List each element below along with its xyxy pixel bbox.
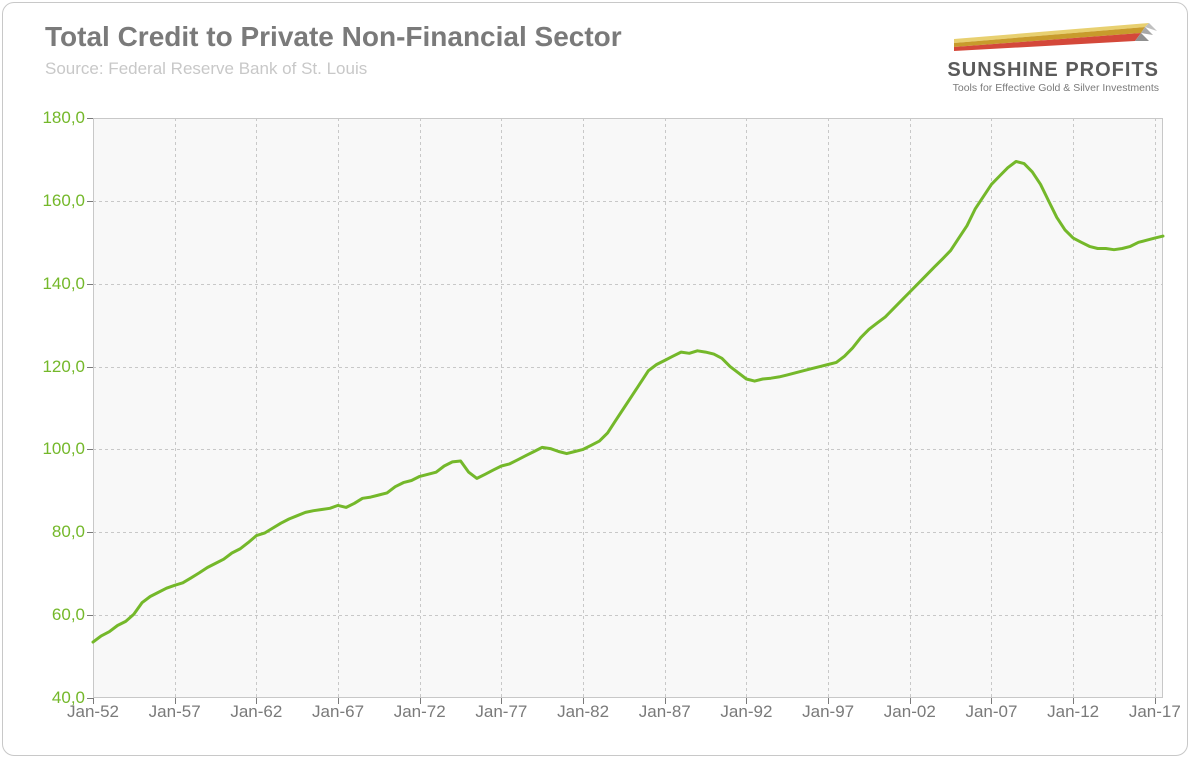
- xtick-label: Jan-87: [639, 702, 691, 722]
- ytick-mark: [87, 284, 93, 285]
- xtick-label: Jan-52: [67, 702, 119, 722]
- line-series-svg: [93, 118, 1163, 698]
- xtick-mark: [910, 698, 911, 704]
- xtick-mark: [93, 698, 94, 704]
- ytick-label: 160,0: [25, 191, 85, 211]
- brand-logo: SUNSHINE PROFITS Tools for Effective Gol…: [899, 23, 1159, 93]
- xtick-mark: [175, 698, 176, 704]
- ytick-label: 100,0: [25, 439, 85, 459]
- xtick-label: Jan-82: [557, 702, 609, 722]
- ytick-mark: [87, 532, 93, 533]
- xtick-label: Jan-92: [720, 702, 772, 722]
- xtick-label: Jan-97: [802, 702, 854, 722]
- xtick-mark: [746, 698, 747, 704]
- chart-card: Total Credit to Private Non-Financial Se…: [2, 2, 1188, 756]
- xtick-label: Jan-02: [884, 702, 936, 722]
- xtick-mark: [1073, 698, 1074, 704]
- xtick-label: Jan-07: [965, 702, 1017, 722]
- xtick-label: Jan-62: [230, 702, 282, 722]
- xtick-mark: [828, 698, 829, 704]
- credit-series-line: [93, 162, 1163, 643]
- logo-tagline: Tools for Effective Gold & Silver Invest…: [899, 82, 1159, 94]
- ytick-label: 120,0: [25, 357, 85, 377]
- xtick-mark: [1155, 698, 1156, 704]
- plot-area: 40,060,080,0100,0120,0140,0160,0180,0 Ja…: [93, 118, 1163, 698]
- ytick-mark: [87, 449, 93, 450]
- xtick-mark: [256, 698, 257, 704]
- xtick-mark: [665, 698, 666, 704]
- ytick-label: 140,0: [25, 274, 85, 294]
- xtick-label: Jan-17: [1129, 702, 1181, 722]
- logo-brand-text: SUNSHINE PROFITS: [899, 60, 1159, 80]
- ytick-mark: [87, 615, 93, 616]
- ytick-label: 60,0: [25, 605, 85, 625]
- xtick-mark: [338, 698, 339, 704]
- xtick-mark: [501, 698, 502, 704]
- xtick-label: Jan-57: [149, 702, 201, 722]
- xtick-label: Jan-67: [312, 702, 364, 722]
- xtick-mark: [420, 698, 421, 704]
- ytick-label: 180,0: [25, 108, 85, 128]
- ytick-label: 80,0: [25, 522, 85, 542]
- logo-stripes-icon: [899, 23, 1159, 55]
- xtick-mark: [991, 698, 992, 704]
- xtick-label: Jan-72: [394, 702, 446, 722]
- ytick-mark: [87, 367, 93, 368]
- xtick-label: Jan-12: [1047, 702, 1099, 722]
- xtick-label: Jan-77: [475, 702, 527, 722]
- xtick-mark: [583, 698, 584, 704]
- ytick-mark: [87, 118, 93, 119]
- ytick-mark: [87, 201, 93, 202]
